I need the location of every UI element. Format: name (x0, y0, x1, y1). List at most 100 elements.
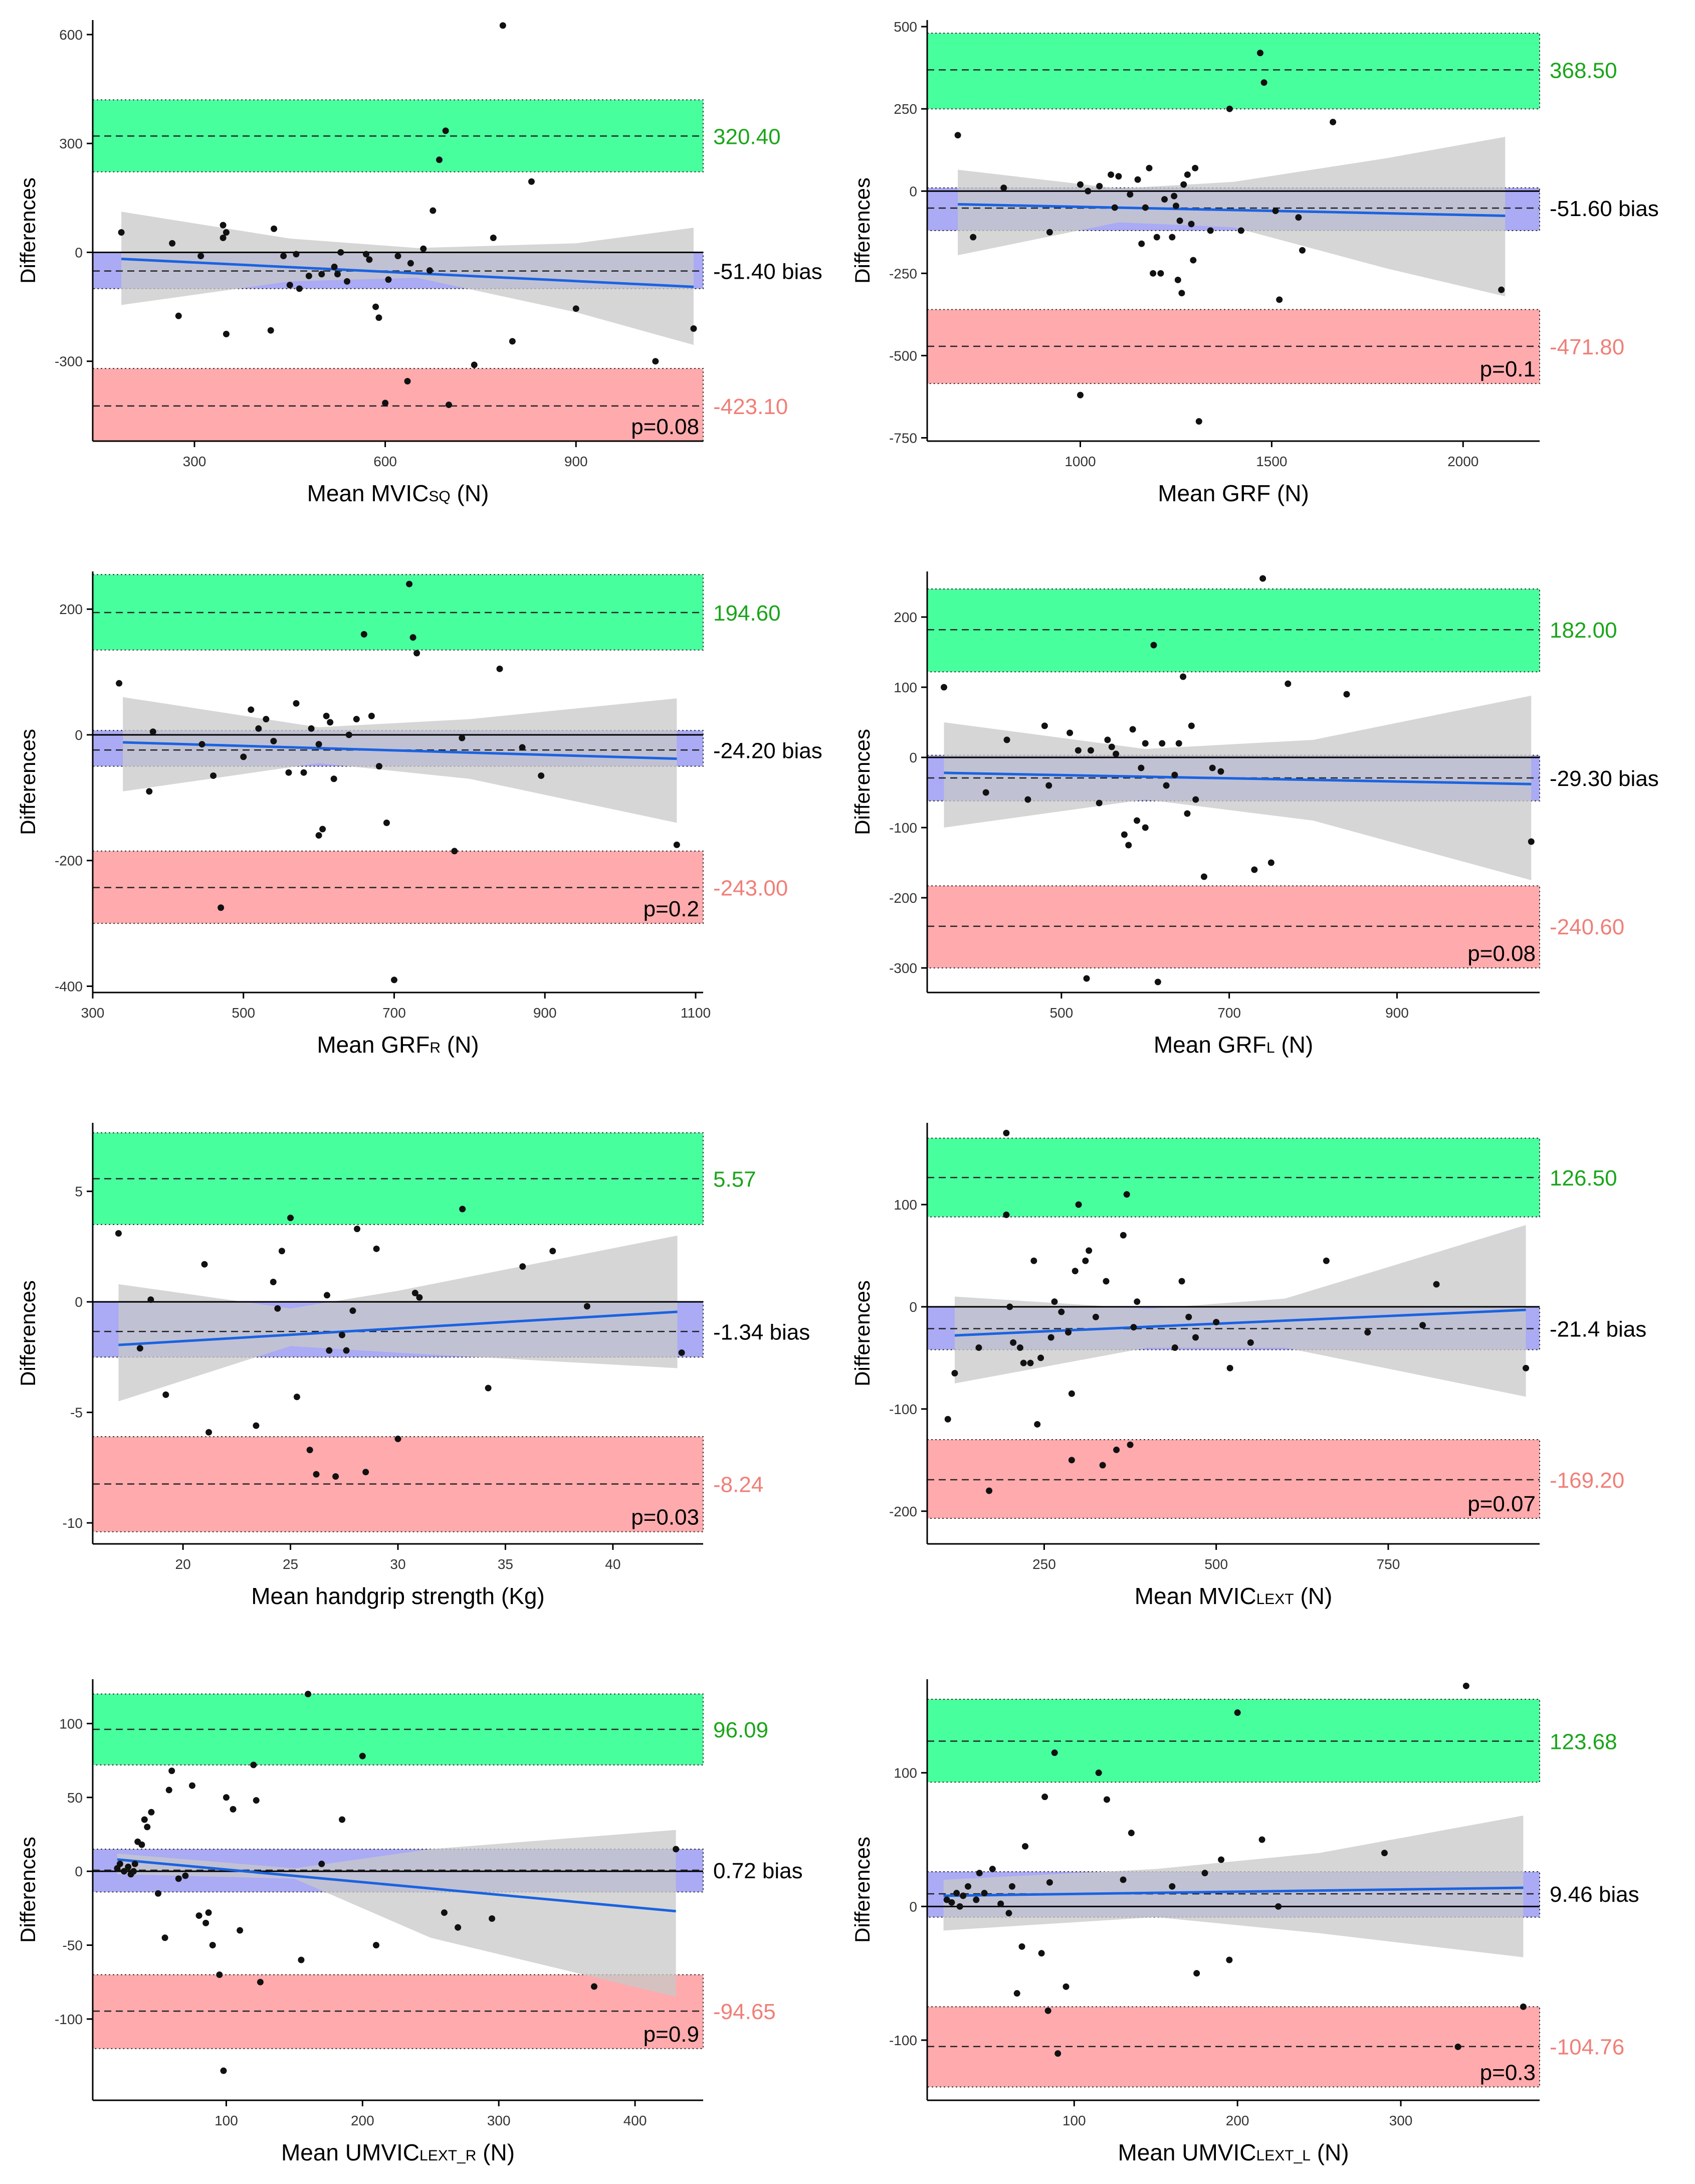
data-point (1058, 1308, 1065, 1315)
data-point (1454, 2043, 1461, 2050)
regression-line (123, 741, 677, 760)
confidence-region (118, 1235, 678, 1402)
y-tick-label: -100 (889, 2033, 917, 2048)
data-point (1041, 1794, 1048, 1801)
data-point (1018, 1943, 1025, 1950)
data-point (1226, 1956, 1233, 1963)
data-point (1200, 873, 1207, 880)
data-point (1171, 1344, 1178, 1351)
data-point (237, 1927, 244, 1934)
data-point (136, 1345, 143, 1352)
y-tick-label: 100 (894, 1197, 917, 1213)
y-tick-label: -200 (55, 853, 83, 869)
data-point (954, 132, 961, 139)
y-tick-label: -100 (55, 2012, 83, 2027)
data-point (162, 1391, 169, 1398)
data-point (446, 402, 452, 409)
regression-line (121, 257, 694, 288)
data-point (366, 256, 373, 263)
x-tick-label: 30 (390, 1556, 405, 1572)
data-point (964, 1883, 971, 1890)
data-point (1096, 182, 1103, 189)
data-point (1113, 750, 1120, 757)
data-point (121, 1868, 128, 1875)
bias-label: -29.30 bias (1550, 766, 1659, 791)
data-point (1003, 1129, 1010, 1136)
data-point (1103, 1796, 1110, 1803)
x-tick-label: 400 (623, 2113, 647, 2128)
data-point (496, 665, 503, 672)
data-point (1275, 1903, 1282, 1910)
data-point (1150, 642, 1157, 649)
x-tick-label: 300 (487, 2113, 511, 2128)
data-point (1082, 1257, 1089, 1264)
upper-limit-label: 368.50 (1550, 58, 1617, 83)
data-point (989, 1866, 996, 1873)
y-axis-title: Differences (16, 1280, 40, 1386)
data-point (404, 378, 411, 385)
x-tick-label: 900 (533, 1005, 557, 1021)
x-tick-label: 900 (1385, 1005, 1409, 1021)
data-point (278, 1248, 285, 1255)
data-point (1169, 1883, 1176, 1890)
data-point (973, 1896, 980, 1903)
y-tick-label: 5 (75, 1184, 83, 1200)
data-point (330, 775, 337, 782)
data-point (1188, 221, 1195, 228)
data-point (1003, 736, 1010, 743)
data-point (451, 848, 458, 855)
x-tick-label: 200 (1226, 2113, 1249, 2128)
data-point (944, 1416, 951, 1423)
data-point (549, 1248, 556, 1255)
data-point (331, 263, 338, 270)
y-tick-label: 100 (59, 1716, 83, 1731)
data-point (220, 234, 227, 241)
lower-limit-label: -8.24 (713, 1473, 763, 1497)
data-point (141, 1816, 148, 1823)
y-tick-label: -400 (55, 978, 83, 994)
data-point (1051, 1749, 1058, 1756)
data-point (1217, 768, 1224, 775)
data-point (1218, 1856, 1225, 1863)
data-point (248, 706, 255, 713)
data-point (975, 1344, 982, 1351)
data-point (1226, 1364, 1233, 1371)
data-point (1016, 1344, 1023, 1351)
data-point (1498, 286, 1505, 293)
upper-limit-label: 320.40 (713, 124, 781, 149)
chart-panel-grf-l: 500 700 900 -300 -200 -100 0 100 200 Differences M… (851, 571, 1659, 1058)
y-tick-label: -100 (889, 1402, 917, 1417)
data-point (1520, 2003, 1527, 2010)
x-axis-title: Mean MVICLEXT (N) (1135, 1583, 1333, 1609)
data-point (116, 680, 123, 687)
y-tick-label: 0 (75, 245, 83, 260)
y-axis-title: Differences (16, 177, 40, 284)
data-point (678, 1349, 685, 1356)
data-point (116, 1860, 123, 1867)
data-point (375, 314, 382, 321)
y-tick-label: 0 (75, 727, 83, 743)
data-point (1108, 171, 1115, 178)
data-point (1024, 796, 1031, 803)
data-point (572, 305, 579, 312)
data-point (327, 719, 334, 726)
data-point (1171, 771, 1178, 778)
x-tick-label: 700 (1217, 1005, 1241, 1021)
data-point (1323, 1257, 1330, 1264)
data-point (338, 1331, 345, 1338)
data-point (1051, 1298, 1058, 1305)
data-point (270, 1278, 277, 1285)
data-point (118, 229, 125, 236)
data-point (1161, 196, 1168, 203)
data-point (490, 234, 497, 241)
y-tick-label: 0 (909, 183, 917, 199)
chart-panel-grf-r: 300 500 700 900 1100 -400 -200 0 200 Differences M… (16, 571, 822, 1058)
data-point (209, 1942, 216, 1949)
data-point (202, 1919, 209, 1926)
upper-limit-label: 5.57 (713, 1167, 756, 1192)
p-value-label: p=0.1 (1480, 357, 1536, 381)
data-point (373, 1245, 380, 1252)
y-tick-label: -200 (889, 890, 917, 906)
upper-limit-label: 126.50 (1550, 1166, 1617, 1190)
data-point (1247, 1339, 1254, 1346)
